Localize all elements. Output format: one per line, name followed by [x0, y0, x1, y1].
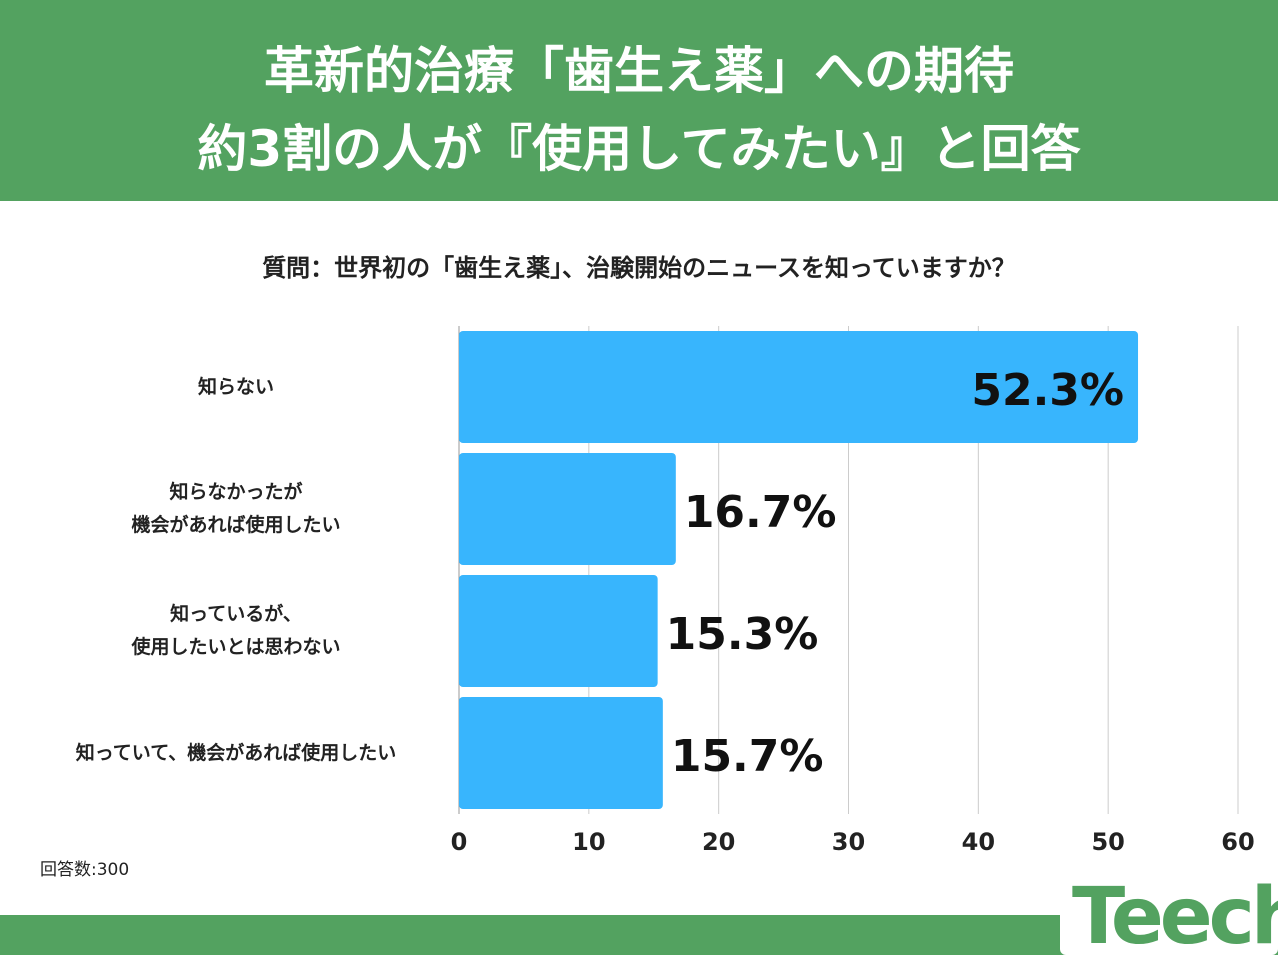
bar — [459, 453, 676, 565]
title-line-2: 約3割の人が『使用してみたい』と回答 — [197, 120, 1081, 178]
title-banner: 革新的治療「歯生え薬」への期待 約3割の人が『使用してみたい』と回答 — [0, 0, 1278, 201]
data-label: 16.7% — [684, 487, 837, 538]
category-label: 知らなかったが 機会があれば使用したい — [131, 481, 341, 536]
teech-logo: Teech — [1060, 872, 1278, 962]
bar-chart: 0 10 20 30 40 50 60 52.3% 16.7% 15.3% 15.7% — [451, 326, 1255, 856]
respondent-count: 回答数:300 — [40, 860, 130, 880]
bar — [459, 697, 663, 809]
chart-title: 質問：世界初の「歯生え薬」、治験開始のニュースを知っていますか？ — [262, 254, 1016, 282]
bar — [459, 575, 658, 687]
x-tick-label: 50 — [1091, 828, 1124, 856]
x-tick-label: 20 — [702, 828, 735, 856]
data-label: 15.7% — [671, 731, 824, 782]
data-label: 15.3% — [666, 609, 819, 660]
category-label: 知らない — [197, 375, 274, 398]
title-line-1: 革新的治療「歯生え薬」への期待 — [264, 42, 1014, 100]
bar — [459, 331, 1139, 443]
x-tick-label: 0 — [451, 828, 468, 856]
x-tick-label: 40 — [962, 828, 995, 856]
category-label: 知っているが、 使用したいとは思わない — [131, 603, 341, 658]
x-tick-label: 30 — [832, 828, 865, 856]
x-tick-label: 10 — [572, 828, 605, 856]
x-tick-label: 60 — [1221, 828, 1254, 856]
logo-text: Teech — [1072, 872, 1278, 962]
category-label: 知っていて、機会があれば使用したい — [75, 741, 397, 764]
data-label: 52.3% — [971, 365, 1124, 416]
